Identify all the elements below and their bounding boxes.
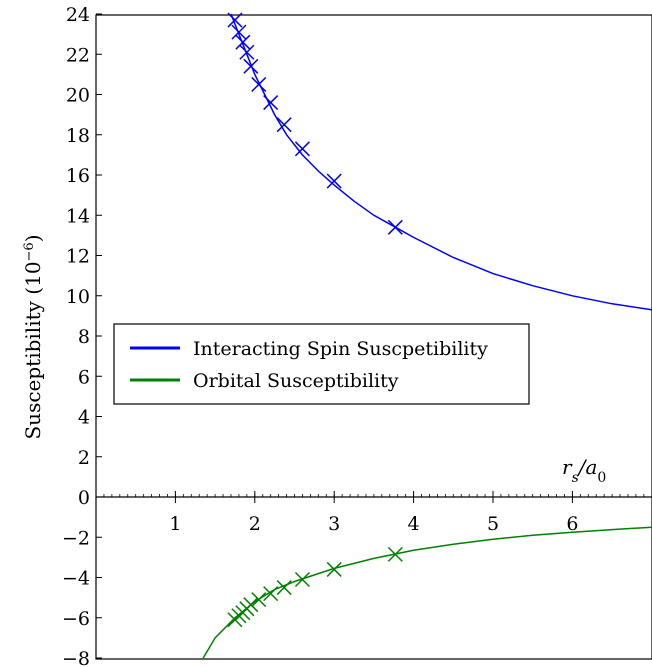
data-point-marker [243,58,259,74]
y-tick-label: 4 [78,407,90,429]
data-point-marker [326,561,342,577]
series-group [202,12,652,659]
y-tick-label: 18 [66,125,90,147]
data-point-marker [263,95,279,111]
x-tick-label: 5 [487,513,499,535]
data-point-marker [243,597,259,613]
data-point-marker [251,76,267,92]
data-point-marker [263,586,279,602]
y-tick-label: −4 [62,568,90,590]
legend: Interacting Spin Suscpetibility Orbital … [113,323,530,405]
x-axis-title: rs/a0 [562,455,606,486]
x-tick-label: 6 [566,513,578,535]
data-point-marker [387,546,403,562]
y-tick-label: 10 [66,286,90,308]
y-tick-label: 22 [66,44,90,66]
data-point-marker [231,24,247,40]
data-point-marker [227,12,243,28]
x-tick-label: 4 [408,513,420,535]
series-1 [202,526,652,659]
series-line [230,13,652,311]
legend-label-spin: Interacting Spin Suscpetibility [193,338,488,360]
data-point-marker [276,117,292,133]
y-tick-label: 16 [66,165,90,187]
y-tick-label: 12 [66,246,90,268]
y-tick-label: 2 [78,447,90,469]
y-tick-label: 6 [78,366,90,388]
data-point-marker [326,173,342,189]
y-tick-label: 24 [66,4,90,26]
legend-box [113,323,530,405]
x-tick-label: 2 [249,513,261,535]
y-tick-label: 8 [78,326,90,348]
x-tick-label: 1 [169,513,181,535]
series-0 [227,12,652,311]
data-point-marker [294,141,310,157]
data-point-marker [239,44,255,60]
y-tick-label: −8 [62,648,90,667]
x-tick-label: 3 [328,513,340,535]
y-tick-label: −2 [62,527,90,549]
y-axis-title: Susceptibility (10−6) [21,234,45,439]
legend-label-orbital: Orbital Susceptibility [193,370,399,392]
data-point-marker [387,219,403,235]
data-point-marker [251,592,267,608]
y-tick-label: 0 [78,487,90,509]
plot-frame [95,14,652,660]
data-point-marker [235,34,251,50]
y-tick-label: −6 [62,608,90,630]
data-point-marker [294,571,310,588]
data-point-marker [276,580,292,596]
y-tick-label: 14 [66,205,90,227]
y-tick-label: 20 [66,85,90,107]
